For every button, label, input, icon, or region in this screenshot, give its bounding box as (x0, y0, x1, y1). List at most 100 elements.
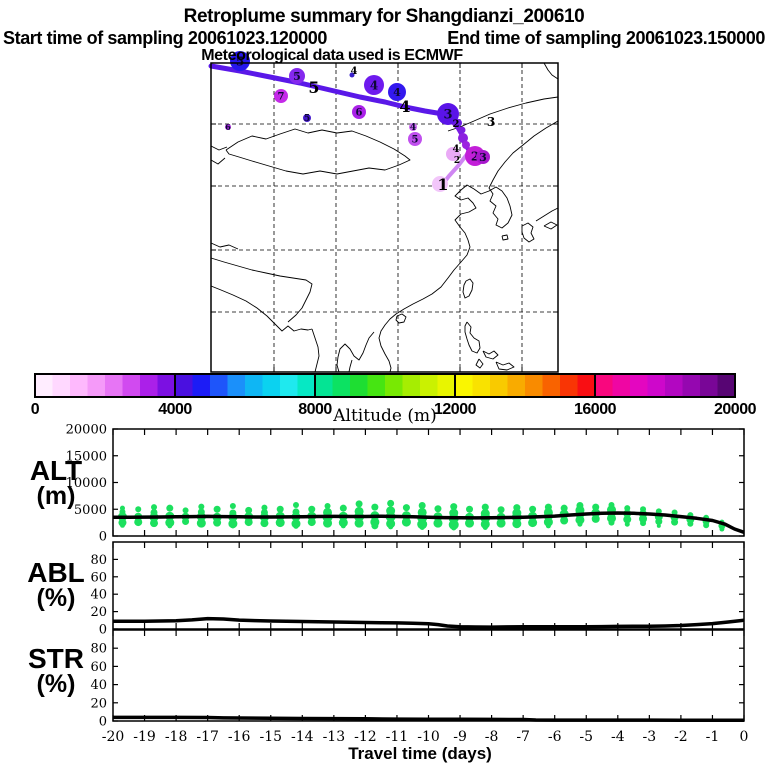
coastline (543, 221, 558, 230)
scatter-point (307, 518, 316, 527)
start-time-text: Start time of sampling 20061023.120000 (3, 28, 327, 48)
plume-cluster-circle (409, 123, 417, 131)
x-tick-label: -4 (611, 729, 625, 745)
x-tick-label: -11 (386, 729, 409, 745)
scatter-point (354, 518, 364, 528)
scatter-point (496, 518, 506, 528)
scatter-point (639, 514, 648, 523)
y-tick-label: 20 (90, 605, 107, 620)
cluster-number: 5 (293, 70, 301, 83)
plume-cluster-circle (225, 124, 231, 130)
cluster-number: 4 (370, 78, 378, 92)
alt-panel-frame (112, 428, 745, 537)
scatter-point (245, 506, 253, 514)
cluster-number: 4 (393, 86, 401, 99)
x-tick-label: -14 (291, 729, 314, 745)
scatter-point (529, 505, 537, 513)
cluster-number: 3 (443, 108, 452, 123)
scatter-point (401, 517, 411, 527)
plume-cluster-circle (230, 51, 250, 71)
y-tick-label: 15000 (66, 449, 107, 464)
scatter-point (167, 523, 173, 529)
x-tick-label: -7 (516, 729, 530, 745)
y-tick-label: 5000 (74, 503, 107, 518)
colorbar-cell (542, 374, 561, 397)
colorbar-cell (227, 374, 246, 397)
colorbar-cell (210, 374, 228, 397)
x-tick-label: -19 (133, 729, 156, 745)
colorbar-cell (367, 374, 386, 397)
scatter-point (623, 515, 632, 524)
y-tick-label: 0 (99, 530, 107, 545)
colorbar-cell (105, 374, 123, 397)
scatter-point (448, 519, 459, 530)
colorbar-cell (245, 374, 263, 397)
coastline (348, 359, 353, 373)
coastline (395, 313, 407, 324)
cluster-number: 3 (479, 151, 487, 164)
scatter-point (417, 519, 428, 530)
altitude-colorbar: 0 4000 8000 12000 16000 20000 (31, 373, 757, 418)
colorbar-cell (280, 374, 298, 397)
cluster-number: 5 (304, 114, 310, 124)
colorbar-cell (297, 374, 316, 397)
scatter-point (324, 503, 331, 510)
x-tick-label: -3 (643, 729, 657, 745)
coastline (210, 242, 239, 250)
colorbar-cell (437, 374, 456, 397)
day-label: 4 (351, 66, 358, 77)
colorbar-cell (682, 374, 701, 397)
mean-line (112, 511, 745, 534)
colorbar-frame (34, 373, 736, 398)
scatter-point (150, 519, 159, 528)
x-tick-label: -5 (579, 729, 593, 745)
alt-axis-label: ALT (m) (29, 455, 83, 510)
plume-cluster-circle (274, 89, 288, 103)
colorbar-cell (665, 374, 683, 397)
colorbar-cell (122, 374, 141, 397)
x-tick-label: -8 (485, 729, 499, 745)
plume-cluster-circle (289, 68, 305, 84)
scatter-point (656, 523, 661, 528)
page-title: Retroplume summary for Shangdianzi_20061… (183, 6, 585, 27)
scatter-point (151, 504, 158, 511)
scatter-point (450, 503, 458, 511)
coastline (464, 321, 481, 354)
plume-cluster-circle (462, 141, 470, 149)
colorbar-tick-label: 12000 (434, 401, 477, 418)
x-tick-label: -13 (323, 729, 346, 745)
x-tick-label: 0 (740, 729, 749, 745)
scatter-point (323, 518, 333, 528)
y-tick-label: 10000 (66, 476, 107, 491)
scatter-point (276, 505, 284, 513)
x-tick-label: -15 (259, 729, 282, 745)
plume-cluster-circle (303, 114, 311, 122)
scatter-point (292, 501, 299, 508)
colorbar-cell (70, 374, 88, 397)
cluster-number: 5 (236, 54, 244, 68)
colorbar-cell (157, 374, 176, 397)
colorbar-cell (420, 374, 438, 397)
plume-cluster-circle (364, 75, 384, 95)
colorbar-tick-label: 0 (31, 401, 40, 418)
plume-cluster-circle (446, 147, 460, 161)
str-panel-frame (112, 629, 745, 722)
plume-cluster-circle (458, 133, 468, 143)
scatter-point (293, 523, 299, 529)
day-label: 1 (437, 175, 448, 194)
scatter-point (308, 505, 316, 513)
y-tick-label: 80 (90, 553, 107, 568)
day-label: 5 (308, 78, 319, 97)
plume-cluster-circle (458, 126, 466, 134)
plume-cluster-circle (432, 176, 448, 192)
plume-cluster-circle (476, 150, 490, 164)
coastline (535, 207, 559, 222)
cluster-number: 7 (278, 92, 285, 103)
colorbar-cell (385, 374, 403, 397)
day-label: 4 (399, 97, 410, 116)
cluster-number: 6 (225, 122, 231, 132)
coastline (495, 361, 515, 371)
trajectory-line (208, 63, 446, 117)
colorbar-tick-label: 8000 (298, 401, 332, 418)
